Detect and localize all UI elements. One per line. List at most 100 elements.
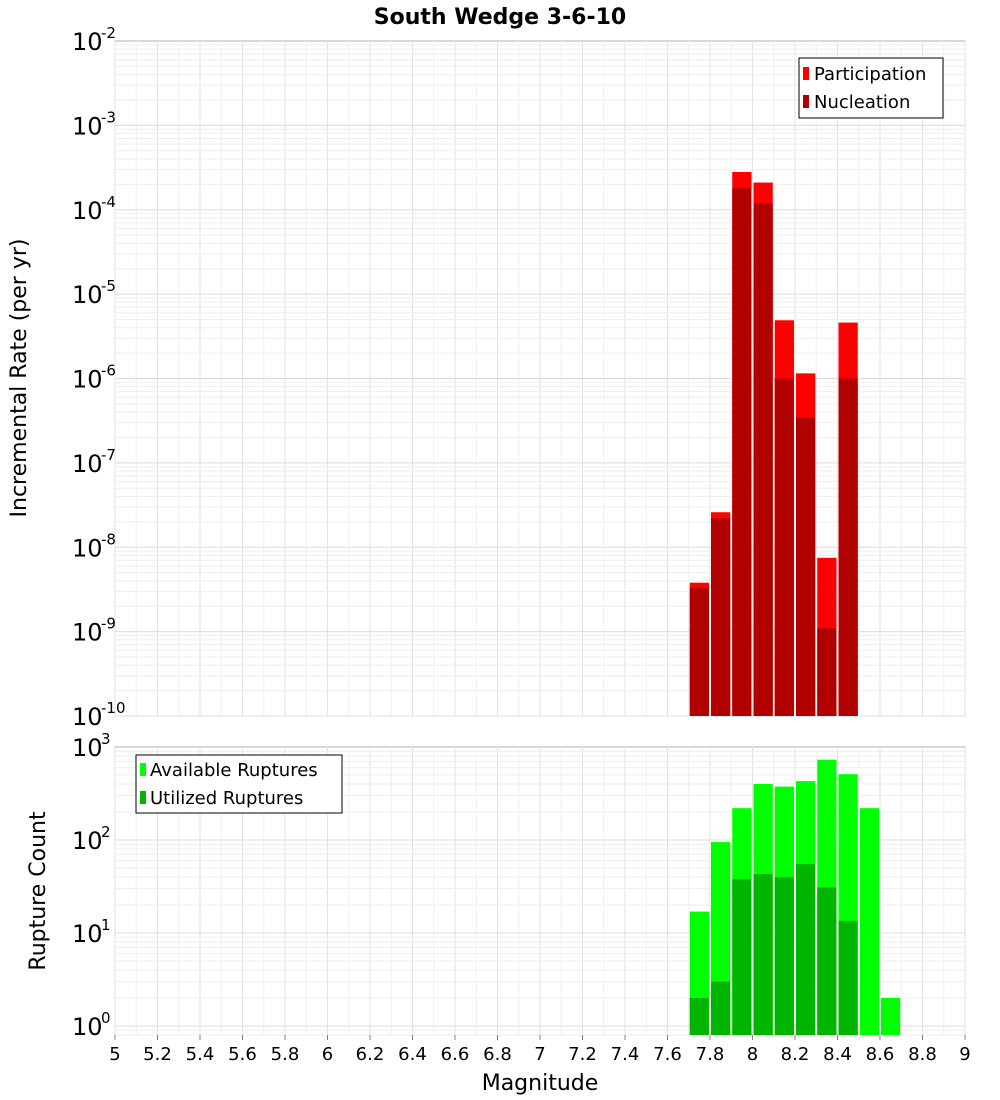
nucleation-bar [732,188,752,717]
legend-label-utilized: Utilized Ruptures [150,788,303,809]
x-tick-label: 6.2 [356,1044,385,1065]
available-ruptures-bar [859,808,879,1035]
x-tick-label: 8.4 [823,1044,852,1065]
svg-text:-9: -9 [101,615,116,633]
svg-text:-10: -10 [101,699,126,717]
rate-y-ticks: 10-210-310-410-510-610-710-810-910-10 [72,24,126,731]
x-tick-label: 6.4 [398,1044,427,1065]
x-tick-label: 7.4 [611,1044,640,1065]
legend-label-nucleation: Nucleation [814,92,910,113]
count-y-tick-label: 101 [72,916,111,948]
rate-y-tick-label: 10-4 [72,193,116,225]
x-tick-label: 5.8 [271,1044,300,1065]
chart-title: South Wedge 3-6-10 [374,5,626,30]
utilized-ruptures-bar [796,864,816,1035]
x-tick-label: 5.2 [143,1044,172,1065]
count-y-tick-label: 100 [72,1009,111,1041]
rate-grid [114,41,966,717]
svg-text:10: 10 [72,281,103,309]
svg-text:10: 10 [72,366,103,394]
nucleation-bar [838,378,858,716]
svg-text:10: 10 [72,534,103,562]
utilized-ruptures-bar [689,997,709,1035]
nucleation-bar [817,628,837,716]
legend-swatch-utilized [140,791,146,804]
svg-text:10: 10 [72,112,103,140]
svg-text:-8: -8 [101,530,116,548]
rate-y-tick-label: 10-9 [72,615,116,647]
x-tick-label: 5.6 [228,1044,257,1065]
x-tick-label: 8.8 [908,1044,937,1065]
x-tick-label: 8 [747,1044,758,1065]
svg-text:-7: -7 [101,446,116,464]
rate-y-tick-label: 10-7 [72,446,116,478]
count-y-tick-label: 102 [72,823,111,855]
svg-text:10: 10 [72,827,103,855]
svg-text:-3: -3 [101,108,116,126]
utilized-ruptures-bar [711,981,731,1035]
x-tick-label: 8.6 [866,1044,895,1065]
svg-text:10: 10 [72,920,103,948]
svg-text:10: 10 [72,703,103,731]
legend-label-participation: Participation [814,64,926,85]
utilized-ruptures-bar [732,879,752,1035]
rate-bars [689,172,858,717]
x-tick-label: 7 [534,1044,545,1065]
svg-text:10: 10 [72,28,103,56]
count-bars [689,759,901,1035]
x-tick-label: 7.2 [568,1044,597,1065]
count-y-axis-label: Rupture Count [26,811,51,971]
svg-text:0: 0 [101,1009,111,1027]
x-tick-label: 5.4 [186,1044,215,1065]
nucleation-bar [689,587,709,716]
svg-text:10: 10 [72,450,103,478]
svg-text:10: 10 [72,734,103,762]
x-tick-label: 7.6 [653,1044,682,1065]
utilized-ruptures-bar [817,887,837,1035]
count-y-tick-label: 103 [72,730,111,762]
utilized-ruptures-bar [753,874,773,1035]
svg-text:3: 3 [101,730,111,748]
nucleation-bar [711,518,731,716]
svg-text:10: 10 [72,1013,103,1041]
rate-y-tick-label: 10-6 [72,362,116,394]
nucleation-bar [774,378,794,716]
svg-text:10: 10 [72,197,103,225]
x-tick-label: 8.2 [781,1044,810,1065]
x-tick-label: 9 [959,1044,970,1065]
rate-y-axis-label: Incremental Rate (per yr) [7,239,32,518]
x-tick-label: 6.8 [483,1044,512,1065]
x-tick-label: 5 [109,1044,120,1065]
svg-text:10: 10 [72,619,103,647]
x-tick-label: 6 [322,1044,333,1065]
rate-y-tick-label: 10-8 [72,530,116,562]
x-ticks: 5 5.2 5.4 5.6 5.8 6 6.2 6.4 6.6 6.8 7 7.2 7.4 7.6 7.8 8… [109,1035,971,1065]
x-axis-label: Magnitude [482,1071,599,1096]
available-ruptures-bar [881,997,901,1035]
rate-y-tick-label: 10-10 [72,699,126,731]
utilized-ruptures-bar [838,920,858,1035]
svg-text:2: 2 [101,823,111,841]
rate-y-tick-label: 10-3 [72,108,116,140]
x-tick-label: 7.8 [696,1044,725,1065]
nucleation-bar [753,203,773,716]
count-grid [114,747,966,1036]
nucleation-bar [796,418,816,716]
rate-y-tick-label: 10-5 [72,277,116,309]
svg-text:-2: -2 [101,24,116,42]
svg-text:-5: -5 [101,277,116,295]
legend-swatch-nucleation [803,95,809,108]
legend-swatch-available [140,763,146,776]
svg-text:1: 1 [101,916,111,934]
count-legend: Available Ruptures Utilized Ruptures [135,754,343,814]
x-tick-label: 6.6 [441,1044,470,1065]
svg-text:-4: -4 [101,193,116,211]
legend-swatch-participation [803,67,809,80]
utilized-ruptures-bar [774,877,794,1035]
rate-y-tick-label: 10-2 [72,24,116,56]
legend-label-available: Available Ruptures [150,760,318,781]
svg-text:-6: -6 [101,362,116,380]
rate-legend: Participation Nucleation [798,57,944,119]
